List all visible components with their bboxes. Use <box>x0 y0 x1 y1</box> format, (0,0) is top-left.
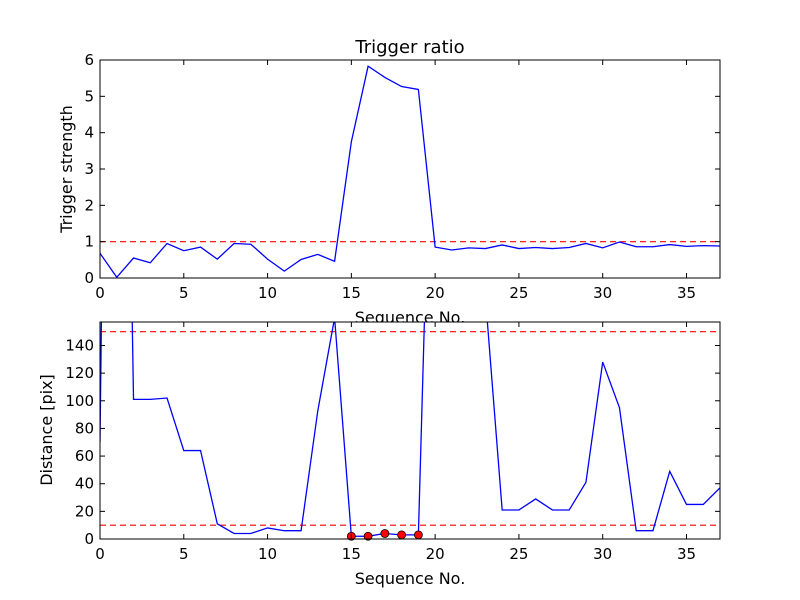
x-tick-label: 10 <box>258 545 277 563</box>
y-tick-label: 60 <box>75 447 94 465</box>
x-tick-label: 5 <box>179 284 189 302</box>
y-tick-label: 0 <box>84 530 94 548</box>
series-line <box>100 65 720 278</box>
plot-area <box>100 60 720 278</box>
x-tick-label: 15 <box>342 545 361 563</box>
x-tick-label: 20 <box>426 545 445 563</box>
y-tick-label: 2 <box>84 196 94 214</box>
y-tick-label: 120 <box>65 364 94 382</box>
x-tick-label: 25 <box>509 284 528 302</box>
x-tick-label: 15 <box>342 284 361 302</box>
x-tick-label: 0 <box>95 545 105 563</box>
y-tick-label: 140 <box>65 336 94 354</box>
plot-area <box>100 322 720 539</box>
x-tick-label: 30 <box>593 284 612 302</box>
plot-frame <box>99 321 721 540</box>
data-point-marker <box>413 530 423 540</box>
y-tick-label: 80 <box>75 419 94 437</box>
data-point-marker <box>363 531 373 541</box>
x-tick-label: 25 <box>509 545 528 563</box>
y-tick-label: 0 <box>84 269 94 287</box>
y-tick-label: 1 <box>84 233 94 251</box>
x-axis-label: Sequence No. <box>355 569 466 588</box>
x-tick-label: 35 <box>677 284 696 302</box>
y-axis-label: Trigger strength <box>57 105 76 234</box>
y-tick-label: 100 <box>65 392 94 410</box>
distance-panel: 0 5 10 15 20 25 30 35 0 20 40 60 80 100 120 140 Sequen… <box>37 321 721 588</box>
x-tick-label: 10 <box>258 284 277 302</box>
chart-title: Trigger ratio <box>354 37 464 58</box>
x-tick-label: 30 <box>593 545 612 563</box>
x-tick-label: 0 <box>95 284 105 302</box>
plot-frame <box>99 59 721 279</box>
y-tick-label: 5 <box>84 87 94 105</box>
data-point-marker <box>397 530 407 540</box>
y-tick-label: 3 <box>84 160 94 178</box>
y-axis-label: Distance [pix] <box>37 374 56 486</box>
y-tick-label: 40 <box>75 475 94 493</box>
y-tick-label: 20 <box>75 502 94 520</box>
x-tick-label: 5 <box>179 545 189 563</box>
x-tick-label: 35 <box>677 545 696 563</box>
y-tick-label: 6 <box>84 51 94 69</box>
x-tick-label: 20 <box>426 284 445 302</box>
y-tick-label: 4 <box>84 124 94 142</box>
data-point-marker <box>380 529 390 538</box>
